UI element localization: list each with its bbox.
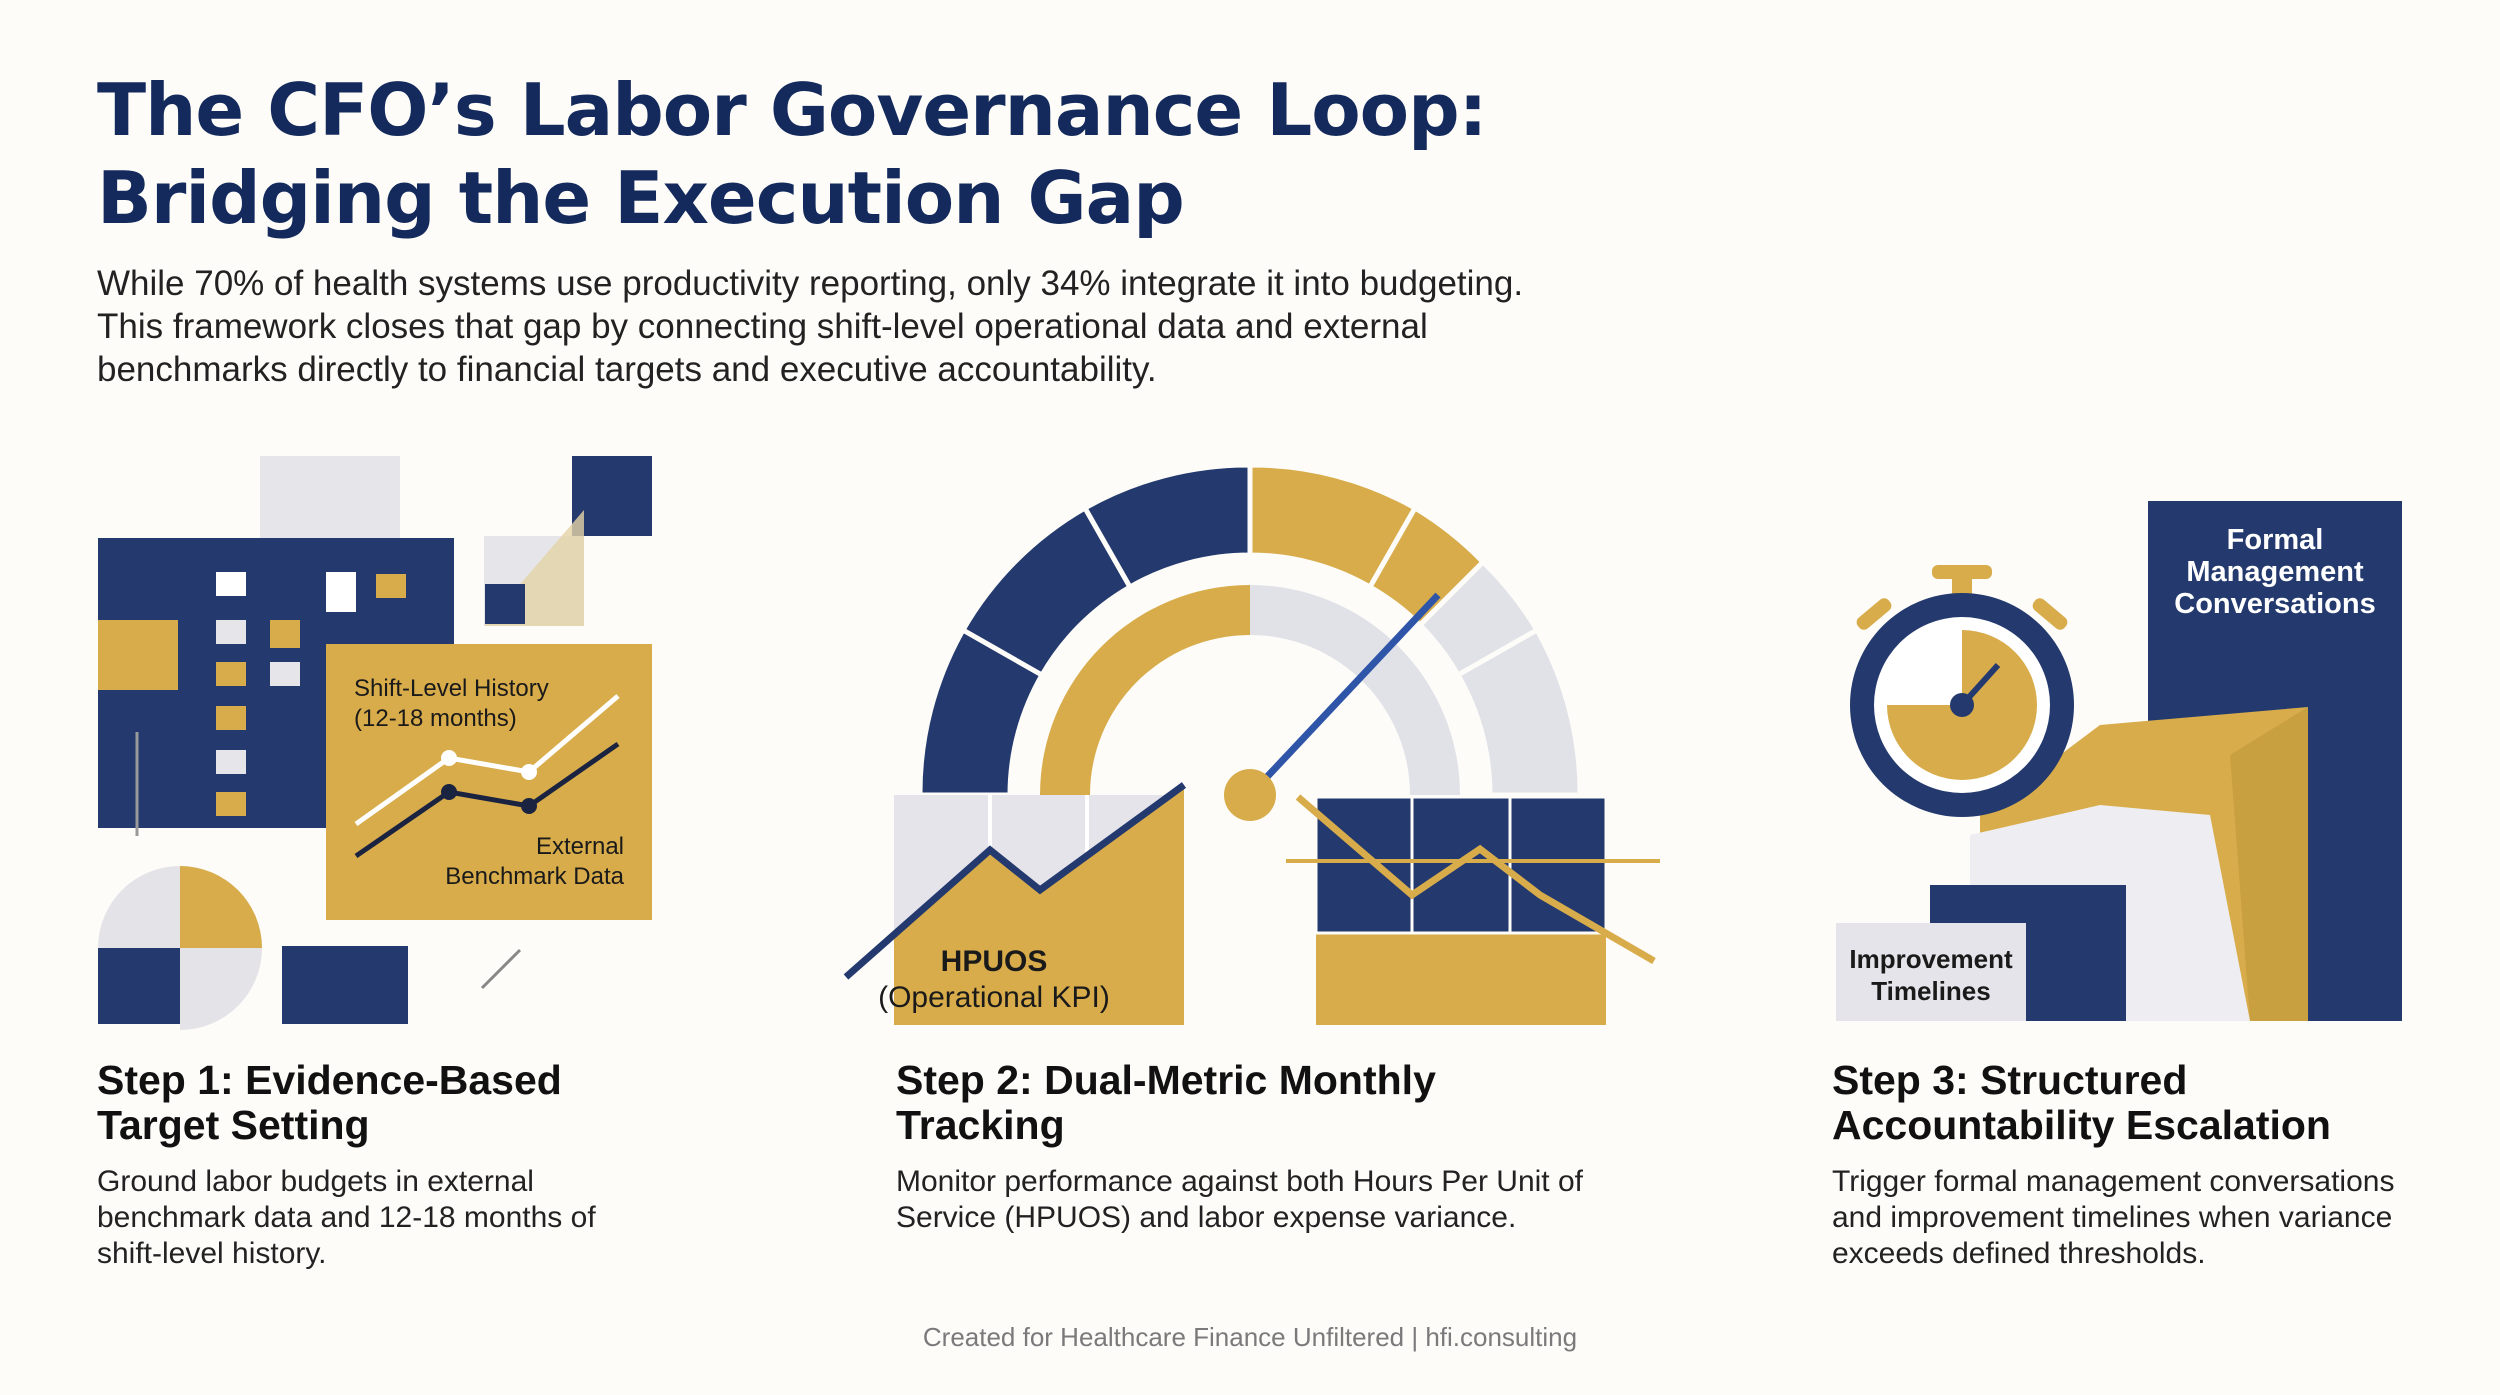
illus1-small-navy: [485, 584, 525, 624]
gauge-inner-gray: [1250, 585, 1460, 795]
illus1-quad-light: [180, 948, 262, 1030]
step1-description: Ground labor budgets in external benchma…: [97, 1164, 717, 1272]
gauge-inner-gold: [1040, 585, 1250, 795]
illus1-history-point: [441, 750, 457, 766]
illus1-benchmark-point: [441, 784, 457, 800]
illus1-quad-gold: [180, 866, 262, 948]
improvement-label-2: Timelines: [1871, 976, 1990, 1006]
illus1-label-history-1: Shift-Level History: [354, 675, 549, 702]
intro-line-1: While 70% of health systems use producti…: [97, 264, 1524, 303]
step2-description: Monitor performance against both Hours P…: [896, 1164, 1676, 1236]
step1-desc-line-3: shift-level history.: [97, 1237, 327, 1270]
illus1-label-benchmark-2: Benchmark Data: [445, 863, 624, 890]
hpuos-area: [894, 785, 1184, 1025]
illus1-window: [216, 706, 246, 730]
illus1-benchmark-line: [354, 741, 620, 859]
illus1-window: [376, 574, 406, 598]
stopwatch-crown: [1932, 565, 1992, 579]
illus1-window: [216, 750, 246, 774]
illus1-window: [270, 620, 300, 648]
illus1-quad-navy: [98, 948, 180, 1024]
intro-line-2: This framework closes that gap by connec…: [97, 307, 1428, 346]
variance-cell: [1314, 795, 1414, 935]
illus1-label-history-2: (12-18 months): [354, 705, 517, 732]
illus1-window: [216, 572, 246, 596]
illus1-benchmark-point: [521, 798, 537, 814]
improvement-label-1: Improvement: [1849, 944, 2013, 974]
illus1-gold-side: [98, 620, 178, 690]
stopwatch-icon: [1850, 565, 2074, 817]
step3-illustration: Formal Management Conversations Improvem…: [1836, 501, 2402, 1021]
gauge-hub: [1224, 769, 1276, 821]
illus1-navy-base: [282, 946, 408, 1024]
illus1-chart-panel: [326, 644, 652, 920]
step1-title: Step 1: Evidence-Based Target Setting: [97, 1058, 717, 1148]
formal-label-2: Management: [2186, 556, 2364, 588]
illus1-window: [270, 662, 300, 686]
step3-title: Step 3: Structured Accountability Escala…: [1832, 1058, 2472, 1148]
step1-title-line-1: Step 1: Evidence-Based: [97, 1057, 562, 1103]
step3-title-line-2: Accountability Escalation: [1832, 1102, 2331, 1148]
illus1-quad-gray: [98, 866, 180, 948]
illus1-window: [216, 620, 246, 644]
step3-desc-line-3: exceeds defined thresholds.: [1832, 1237, 2206, 1270]
step2-title-line-2: Tracking: [896, 1102, 1065, 1148]
step2-title: Step 2: Dual-Metric Monthly Tracking: [896, 1058, 1676, 1148]
variance-trend-line: [1295, 794, 1656, 965]
escalation-ramp-gold-shadow: [2230, 707, 2308, 1021]
page-title: The CFO’s Labor Governance Loop: Bridgin…: [97, 66, 1897, 242]
footer-credit: Created for Healthcare Finance Unfiltere…: [922, 1322, 1578, 1352]
step3-desc-line-2: and improvement timelines when variance: [1832, 1201, 2393, 1234]
step1-desc-line-1: Ground labor budgets in external: [97, 1165, 534, 1198]
improvement-box: [1836, 923, 2026, 1021]
illus1-slash: [480, 948, 522, 990]
intro-paragraph: While 70% of health systems use producti…: [97, 262, 1657, 391]
step3-title-line-1: Step 3: Structured: [1832, 1057, 2188, 1103]
illus1-label-benchmark-1: External: [536, 833, 624, 860]
stopwatch-button-left: [1856, 598, 1892, 630]
illus1-history-point: [521, 764, 537, 780]
illus1-window: [216, 792, 246, 816]
gauge-needle: [1247, 592, 1441, 798]
hpuos-sublabel: (Operational KPI): [878, 981, 1110, 1014]
title-line-1: The CFO’s Labor Governance Loop:: [97, 68, 1487, 152]
step1-illustration: Shift-Level History (12-18 months) Exter…: [98, 456, 652, 1030]
illus1-navy-corner: [572, 456, 652, 536]
illus1-window: [216, 662, 246, 686]
step2-illustration: HPUOS (Operational KPI): [843, 462, 1660, 1025]
gauge-arc: [917, 462, 1583, 821]
hpuos-label: HPUOS: [941, 945, 1048, 978]
intro-line-3: benchmarks directly to financial targets…: [97, 350, 1157, 389]
illus1-window: [326, 572, 356, 612]
step3-description: Trigger formal management conversations …: [1832, 1164, 2472, 1272]
step2-desc-line-2: Service (HPUOS) and labor expense varian…: [896, 1201, 1517, 1234]
title-line-2: Bridging the Execution Gap: [97, 156, 1185, 240]
step2-desc-line-1: Monitor performance against both Hours P…: [896, 1165, 1583, 1198]
gauge-segment: [1454, 626, 1583, 798]
illus1-gray-block: [260, 456, 400, 546]
variance-cell: [1508, 795, 1608, 935]
step1-title-line-2: Target Setting: [97, 1102, 370, 1148]
hpuos-trend-line: [843, 782, 1187, 980]
formal-label-1: Formal: [2227, 524, 2324, 556]
stopwatch-hub: [1950, 693, 1974, 717]
step1-desc-line-2: benchmark data and 12-18 months of: [97, 1201, 596, 1234]
step2-title-line-1: Step 2: Dual-Metric Monthly: [896, 1057, 1436, 1103]
illus1-quad-gray: [98, 855, 180, 866]
stopwatch-button-right: [2032, 598, 2068, 630]
step3-desc-line-1: Trigger formal management conversations: [1832, 1165, 2395, 1198]
formal-label-3: Conversations: [2174, 588, 2375, 620]
illus1-history-line: [354, 694, 620, 827]
